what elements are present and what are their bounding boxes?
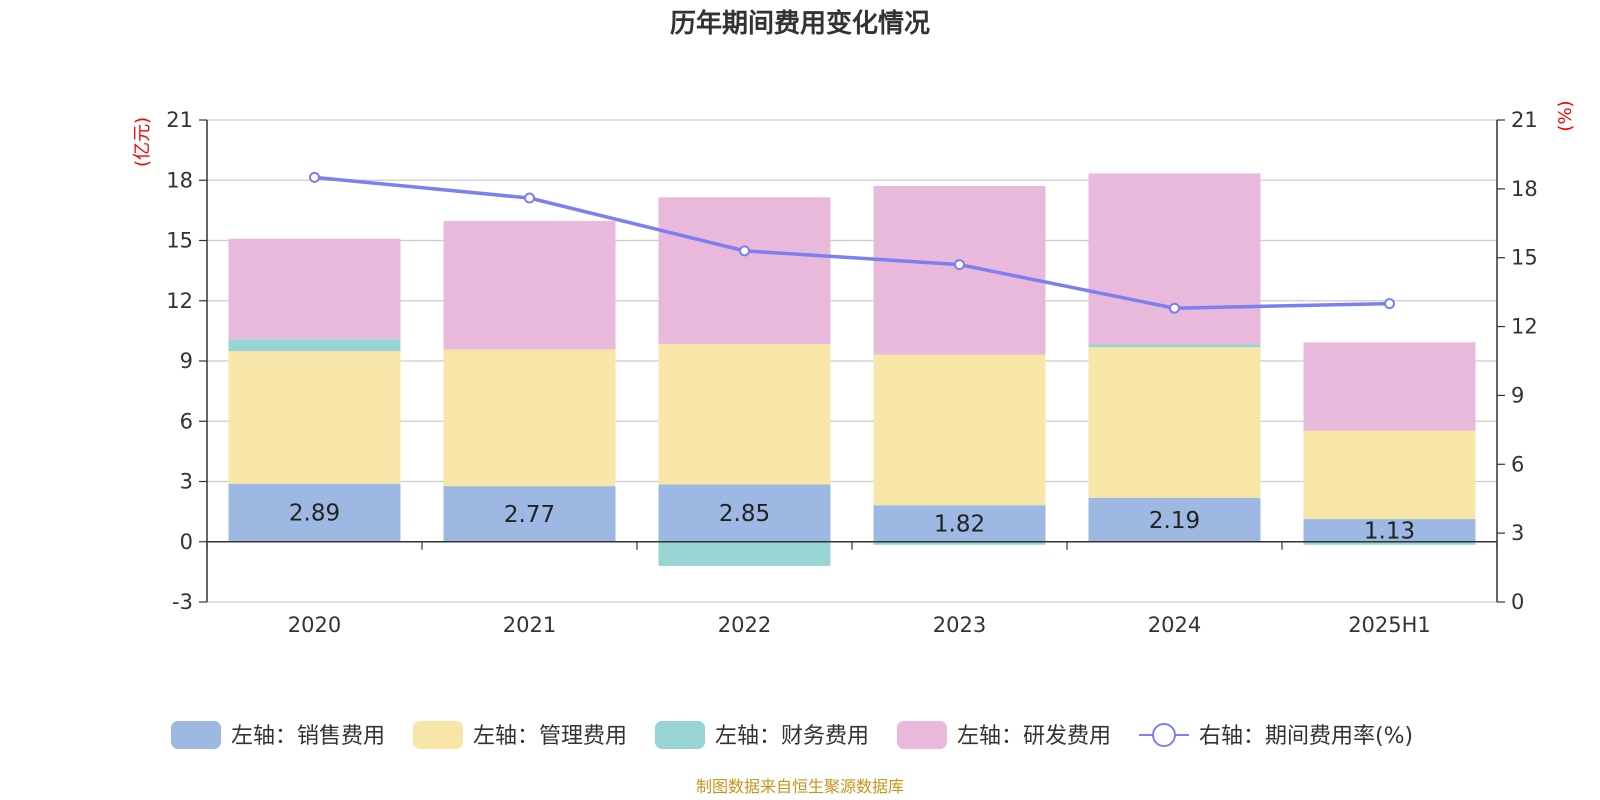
x-tick-label: 2024: [1148, 613, 1201, 637]
data-labels: 2.89 2.77 2.85 1.82 2.19 1.13: [289, 501, 1415, 545]
left-tick-label: 9: [180, 349, 193, 373]
data-label: 2.85: [719, 501, 770, 527]
legend-swatch: [413, 721, 463, 749]
data-label: 2.19: [1149, 508, 1200, 534]
x-tick-label: 2022: [718, 613, 771, 637]
right-tick-label: 21: [1511, 108, 1538, 132]
right-tick-label: 18: [1511, 177, 1538, 201]
left-axis-unit: (亿元): [132, 117, 153, 167]
data-label: 2.77: [504, 502, 555, 528]
legend: 左轴：销售费用 左轴：管理费用 左轴：财务费用 左轴：研发费用 右轴：期间费用率(%): [171, 721, 1413, 749]
x-tick-label: 2025H1: [1348, 613, 1431, 637]
left-tick-label: 3: [180, 470, 193, 494]
bar-segment: [873, 185, 1046, 355]
bar-segment: [443, 349, 616, 487]
data-label: 1.82: [934, 511, 985, 537]
rate-point: [1384, 298, 1395, 310]
left-tick-label: 21: [166, 108, 193, 132]
rate-line-path: [314, 175, 1390, 310]
right-tick-label: 3: [1511, 521, 1524, 545]
axes: -3 0 3 6 9 12 15 18 21 0 3 6 9 12 15 18 21 2020 2021 2022 20…: [166, 108, 1537, 637]
x-tick-label: 2023: [933, 613, 986, 637]
bar-segment: [873, 354, 1046, 506]
x-tick-label: 2020: [288, 613, 341, 637]
bar-segment: [228, 483, 401, 542]
bar-segment: [1088, 173, 1261, 345]
bar-segment: [658, 343, 831, 485]
left-tick-label: 12: [166, 289, 193, 313]
rate-line: [309, 171, 1395, 314]
x-tick-label: 2021: [503, 613, 556, 637]
legend-swatch: [655, 721, 705, 749]
rate-point: [309, 171, 320, 183]
bar-segment: [1088, 344, 1261, 348]
bar-segment: [1088, 497, 1261, 542]
left-tick-label: -3: [172, 590, 193, 614]
bar-segment: [443, 486, 616, 542]
bar-segment: [1303, 430, 1476, 520]
left-tick-label: 0: [180, 530, 193, 554]
legend-item: 左轴：管理费用: [413, 721, 627, 749]
bar-segment: [658, 484, 831, 542]
bar-segment: [1303, 541, 1476, 545]
bar-segment: [1088, 347, 1261, 498]
data-source: 制图数据来自恒生聚源数据库: [696, 777, 904, 796]
legend-label: 左轴：研发费用: [957, 724, 1111, 749]
legend-item: 右轴：期间费用率(%): [1139, 723, 1413, 749]
right-tick-label: 9: [1511, 383, 1524, 407]
bar-segment: [1303, 519, 1476, 542]
legend-label: 右轴：期间费用率(%): [1199, 724, 1413, 749]
rate-point: [954, 259, 965, 271]
legend-circle-icon: [1152, 723, 1176, 747]
bar-segment: [228, 351, 401, 484]
bar-segment: [873, 505, 1046, 542]
legend-label: 左轴：财务费用: [715, 724, 869, 749]
legend-item: 左轴：销售费用: [171, 721, 385, 749]
legend-item: 左轴：研发费用: [897, 721, 1111, 749]
legend-label: 左轴：销售费用: [231, 724, 385, 749]
bar-segment: [1303, 342, 1476, 431]
bar-segment: [658, 197, 831, 344]
left-tick-label: 15: [166, 229, 193, 253]
legend-swatch: [897, 721, 947, 749]
bars: [228, 173, 1476, 566]
legend-swatch: [171, 721, 221, 749]
left-tick-label: 6: [180, 409, 193, 433]
right-tick-label: 6: [1511, 452, 1524, 476]
rate-point: [739, 245, 750, 257]
rate-point: [524, 192, 535, 204]
bar-segment: [228, 339, 401, 352]
right-axis-unit: (%): [1555, 100, 1576, 131]
bar-segment: [873, 541, 1046, 545]
left-tick-label: 18: [166, 168, 193, 192]
right-tick-label: 0: [1511, 590, 1524, 614]
right-tick-label: 12: [1511, 315, 1538, 339]
rate-point: [1169, 302, 1180, 314]
bar-segment: [443, 221, 616, 350]
bar-segment: [228, 238, 401, 340]
data-label: 2.89: [289, 501, 340, 527]
right-tick-label: 15: [1511, 246, 1538, 270]
legend-item: 左轴：财务费用: [655, 721, 869, 749]
legend-label: 左轴：管理费用: [473, 724, 627, 749]
data-label: 1.13: [1364, 518, 1415, 544]
bar-segment: [658, 541, 831, 566]
chart-title: 历年期间费用变化情况: [670, 8, 930, 39]
